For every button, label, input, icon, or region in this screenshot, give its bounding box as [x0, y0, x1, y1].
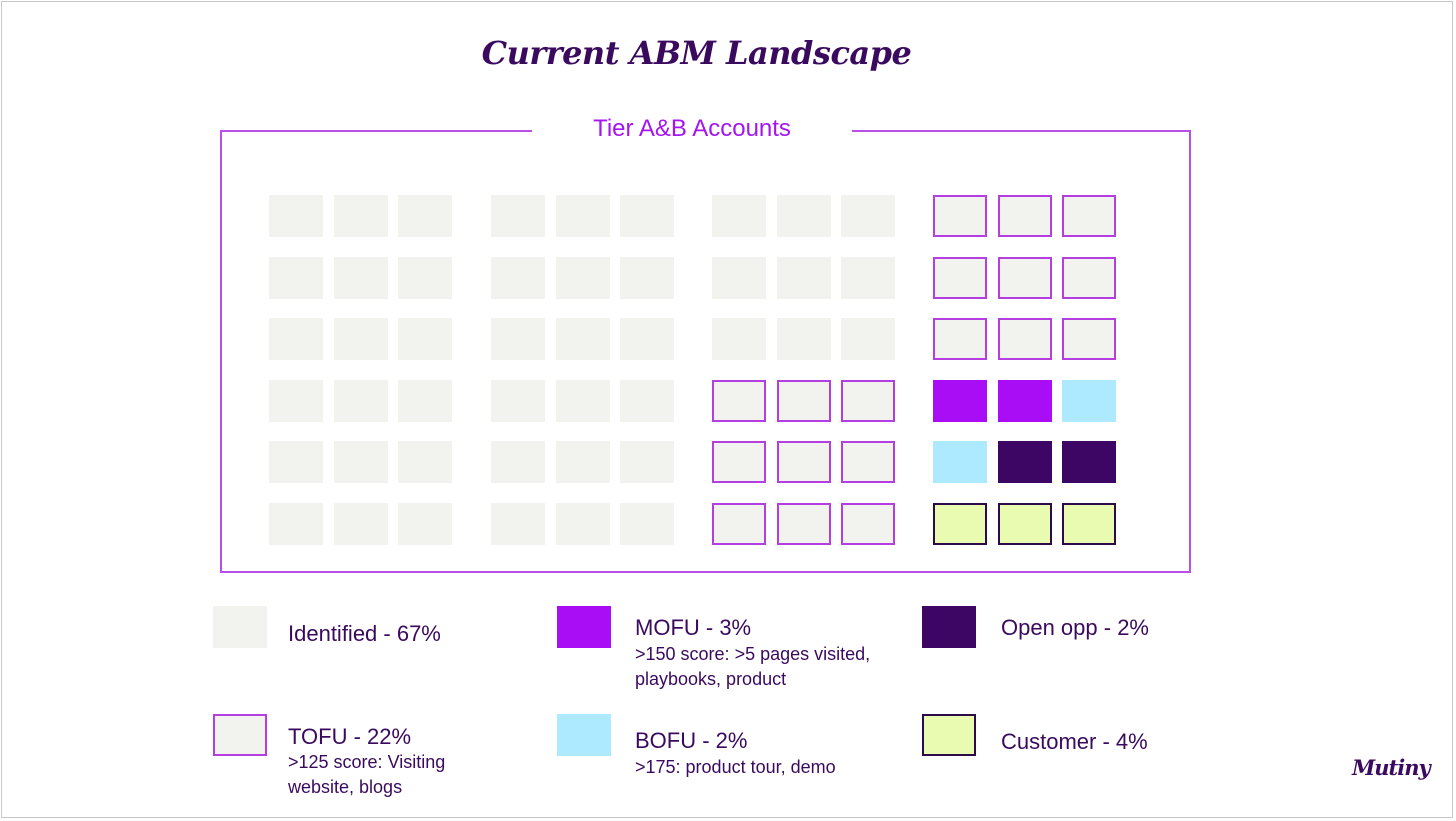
account-cell-identified — [620, 503, 674, 545]
account-cell-identified — [491, 503, 545, 545]
account-cell-identified — [269, 380, 323, 422]
account-cell-customer — [998, 503, 1052, 545]
account-cell-mofu — [998, 380, 1052, 422]
account-cell-identified — [777, 195, 831, 237]
account-cell-tofu — [933, 257, 987, 299]
account-cell-identified — [334, 195, 388, 237]
legend-desc-mofu: >150 score: >5 pages visited, playbooks,… — [635, 644, 871, 689]
legend-swatch-open-opp — [922, 606, 976, 648]
account-cell-identified — [334, 503, 388, 545]
account-cell-identified — [269, 503, 323, 545]
account-cell-identified — [398, 503, 452, 545]
account-cell-customer — [933, 503, 987, 545]
account-cell-identified — [620, 318, 674, 360]
account-cell-identified — [712, 257, 766, 299]
account-cell-identified — [398, 318, 452, 360]
account-cell-identified — [620, 380, 674, 422]
legend-swatch-tofu — [213, 714, 267, 756]
legend-label-mofu: MOFU - 3% — [635, 615, 752, 640]
account-cell-identified — [841, 318, 895, 360]
legend-desc-bofu: >175: product tour, demo — [635, 757, 836, 777]
account-cell-identified — [712, 318, 766, 360]
account-cell-tofu — [998, 195, 1052, 237]
account-cell-identified — [398, 257, 452, 299]
account-cell-tofu — [998, 257, 1052, 299]
account-cell-identified — [777, 318, 831, 360]
account-cell-identified — [269, 257, 323, 299]
account-cell-identified — [398, 441, 452, 483]
mutiny-logo: Mutiny — [1352, 755, 1431, 780]
legend-label-bofu: BOFU - 2% — [635, 728, 748, 753]
account-cell-open — [1062, 441, 1116, 483]
account-cell-tofu — [712, 380, 766, 422]
account-cell-identified — [556, 195, 610, 237]
account-cell-tofu — [998, 318, 1052, 360]
account-cell-tofu — [841, 380, 895, 422]
account-cell-identified — [556, 257, 610, 299]
account-cell-tofu — [933, 318, 987, 360]
account-cell-identified — [491, 318, 545, 360]
account-cell-identified — [491, 380, 545, 422]
account-cell-identified — [841, 257, 895, 299]
legend-label-identified: Identified - 67% — [288, 621, 441, 646]
account-cell-bofu — [933, 441, 987, 483]
account-cell-identified — [620, 441, 674, 483]
legend-desc-tofu: >125 score: Visiting website, blogs — [288, 752, 446, 797]
account-cell-identified — [269, 441, 323, 483]
account-cell-tofu — [777, 441, 831, 483]
account-cell-identified — [269, 195, 323, 237]
account-cell-open — [998, 441, 1052, 483]
account-cell-tofu — [1062, 195, 1116, 237]
slide-title: Current ABM Landscape — [481, 34, 912, 72]
account-cell-customer — [1062, 503, 1116, 545]
legend-swatch-mofu — [557, 606, 611, 648]
account-cell-identified — [398, 195, 452, 237]
account-cell-tofu — [1062, 257, 1116, 299]
account-cell-identified — [334, 318, 388, 360]
account-cell-tofu — [777, 503, 831, 545]
account-cell-tofu — [841, 441, 895, 483]
account-cell-tofu — [933, 195, 987, 237]
account-cell-identified — [620, 195, 674, 237]
account-cell-tofu — [712, 441, 766, 483]
account-cell-identified — [334, 441, 388, 483]
legend-label-open-opp: Open opp - 2% — [1001, 615, 1149, 640]
account-cell-identified — [712, 195, 766, 237]
account-cell-identified — [620, 257, 674, 299]
account-cell-identified — [334, 257, 388, 299]
account-cell-bofu — [1062, 380, 1116, 422]
account-cell-tofu — [712, 503, 766, 545]
legend-swatch-bofu — [557, 714, 611, 756]
account-cell-identified — [777, 257, 831, 299]
legend-label-customer: Customer - 4% — [1001, 729, 1148, 754]
account-cell-mofu — [933, 380, 987, 422]
account-cell-identified — [556, 380, 610, 422]
account-cell-tofu — [841, 503, 895, 545]
account-cell-identified — [841, 195, 895, 237]
legend-swatch-customer — [922, 714, 976, 756]
account-cell-tofu — [1062, 318, 1116, 360]
account-cell-identified — [491, 441, 545, 483]
legend-swatch-identified — [213, 606, 267, 648]
tier-label: Tier A&B Accounts — [532, 108, 852, 152]
account-cell-identified — [556, 441, 610, 483]
account-cell-identified — [491, 257, 545, 299]
account-cell-identified — [491, 195, 545, 237]
legend-label-tofu: TOFU - 22% — [288, 724, 412, 749]
account-cell-identified — [556, 318, 610, 360]
account-cell-identified — [398, 380, 452, 422]
account-cell-tofu — [777, 380, 831, 422]
account-cell-identified — [269, 318, 323, 360]
account-cell-identified — [334, 380, 388, 422]
account-cell-identified — [556, 503, 610, 545]
